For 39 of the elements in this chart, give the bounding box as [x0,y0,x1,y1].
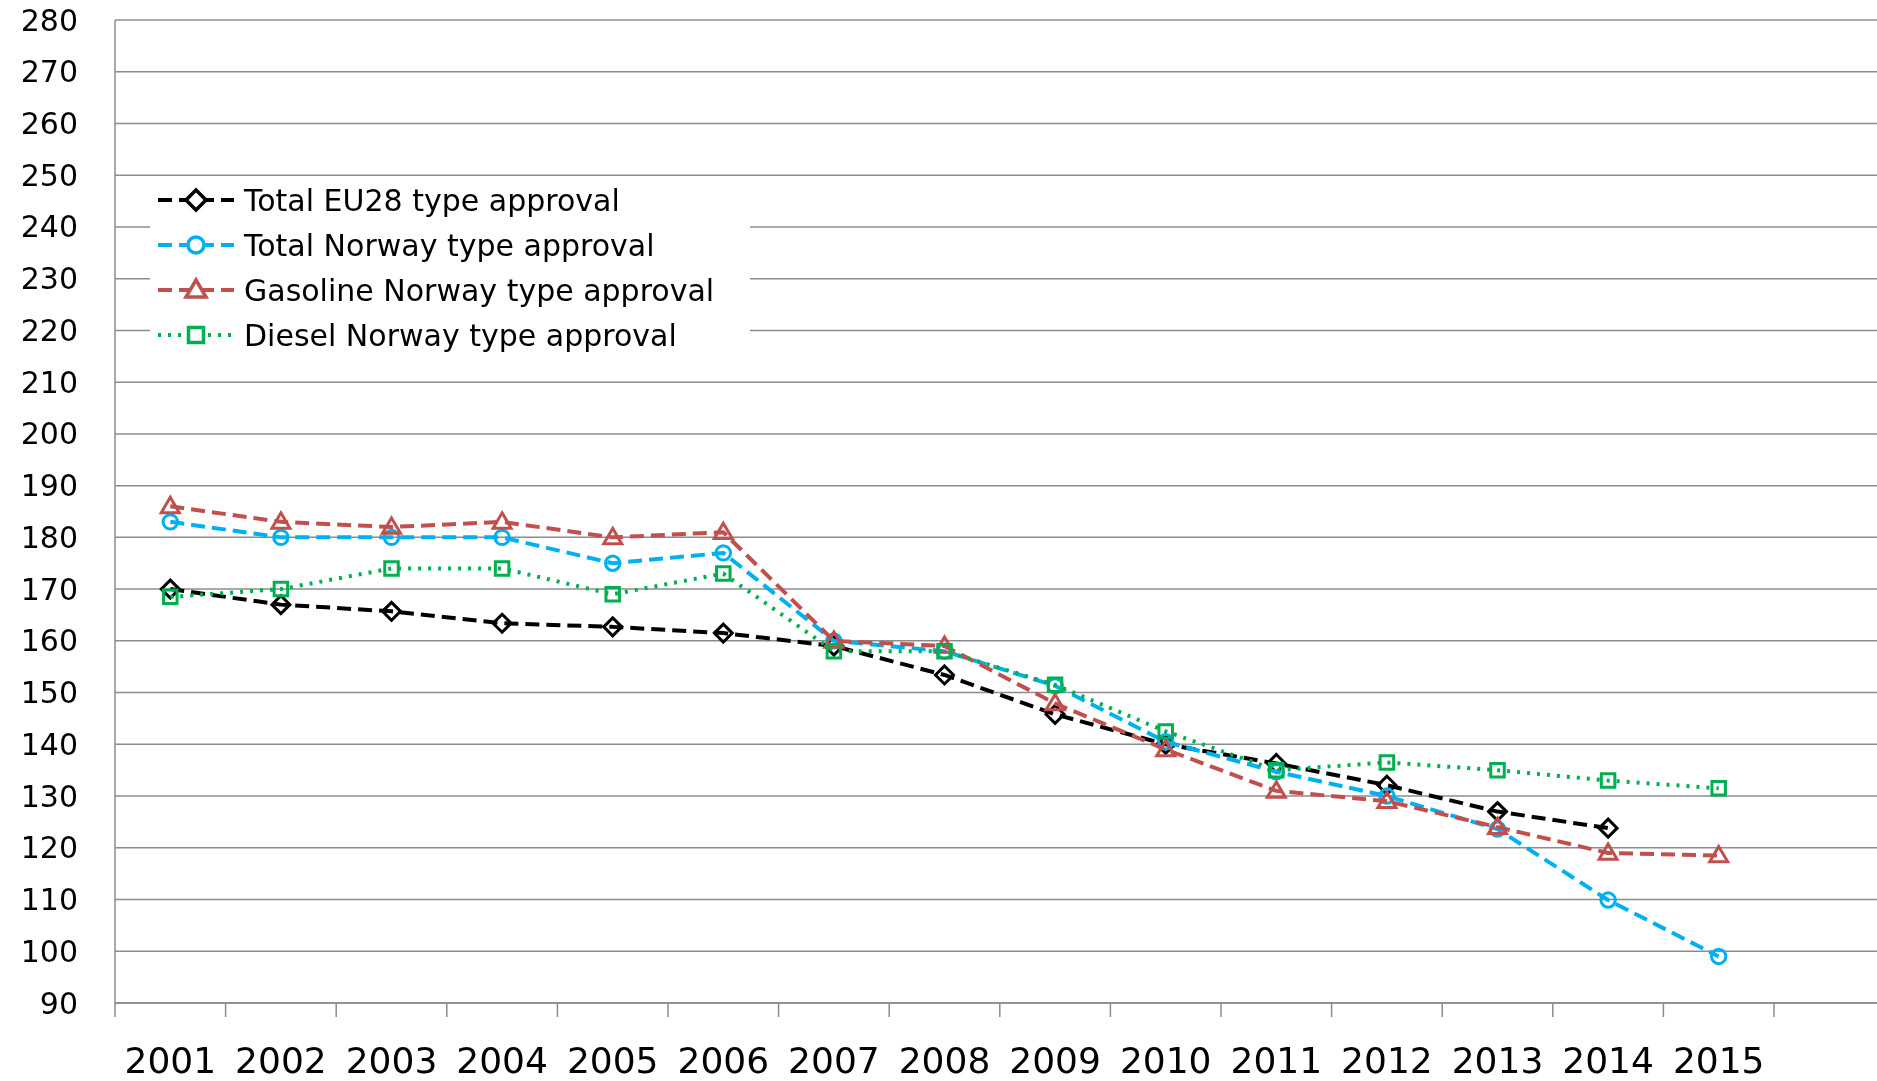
x-tick-label: 2005 [566,1040,659,1081]
y-tick-label: 130 [20,778,78,814]
y-tick-label: 140 [20,726,78,762]
legend-label: Gasoline Norway type approval [244,272,715,308]
y-tick-label: 230 [20,261,78,297]
x-tick-label: 2004 [456,1040,548,1081]
y-tick-label: 240 [20,209,78,245]
y-tick-label: 210 [20,364,78,400]
x-tick-label: 2003 [345,1040,438,1081]
y-tick-label: 280 [20,2,78,38]
x-tick-label: 2008 [898,1040,991,1081]
legend-label: Total Norway type approval [243,227,655,263]
y-tick-label: 180 [20,519,78,555]
x-tick-label: 2009 [1009,1040,1101,1081]
x-tick-label: 2010 [1119,1040,1212,1081]
y-tick-label: 260 [20,105,78,141]
y-tick-label: 250 [20,157,78,193]
y-tick-label: 200 [20,416,78,452]
x-tick-label: 2013 [1451,1040,1544,1081]
x-tick-label: 2012 [1341,1040,1433,1081]
y-tick-label: 190 [20,468,78,504]
y-tick-label: 90 [39,985,78,1021]
x-tick-label: 2002 [235,1040,327,1081]
x-tick-label: 2014 [1562,1040,1654,1081]
y-tick-label: 220 [20,312,78,348]
x-tick-label: 2007 [788,1040,880,1081]
y-tick-label: 110 [20,882,78,918]
y-tick-label: 150 [20,675,78,711]
y-tick-label: 270 [20,54,78,90]
x-tick-label: 2015 [1672,1040,1765,1081]
x-tick-label: 2006 [677,1040,770,1081]
y-tick-label: 120 [20,830,78,866]
y-tick-label: 100 [20,933,78,969]
y-tick-label: 170 [20,571,78,607]
x-tick-label: 2011 [1230,1040,1323,1081]
x-tick-label: 2001 [124,1040,217,1081]
y-tick-label: 160 [20,623,78,659]
legend-label: Total EU28 type approval [243,182,620,218]
legend-label: Diesel Norway type approval [244,317,677,353]
